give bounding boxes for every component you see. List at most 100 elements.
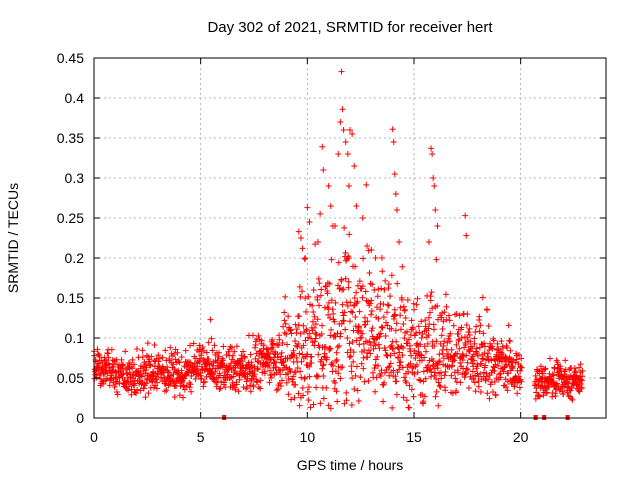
data-point <box>272 359 279 366</box>
data-point <box>252 344 259 351</box>
data-point <box>500 368 507 375</box>
data-point <box>236 376 243 383</box>
data-point <box>382 333 389 340</box>
data-point <box>328 297 335 304</box>
data-point <box>315 351 322 358</box>
data-point <box>447 330 454 337</box>
data-point <box>448 372 455 379</box>
data-point <box>200 379 207 386</box>
data-point <box>110 364 117 370</box>
data-point <box>481 350 488 357</box>
data-point <box>255 332 262 339</box>
data-point <box>473 350 480 357</box>
data-point <box>312 321 319 328</box>
data-point <box>425 332 432 339</box>
data-point <box>478 340 485 347</box>
data-point <box>481 340 488 347</box>
y-tick-label: 0.15 <box>57 290 84 306</box>
data-point <box>306 373 313 380</box>
data-point <box>382 347 389 354</box>
data-point <box>503 383 509 390</box>
data-point <box>454 350 461 357</box>
data-point <box>308 360 315 367</box>
data-point <box>341 309 348 316</box>
data-point <box>113 388 120 395</box>
data-point <box>489 345 496 352</box>
data-point <box>147 361 153 368</box>
data-point <box>536 393 543 400</box>
data-point <box>445 312 452 319</box>
data-point <box>362 321 369 328</box>
data-point <box>155 352 162 359</box>
data-point <box>334 398 341 405</box>
data-point <box>241 354 248 361</box>
data-point <box>293 326 300 333</box>
data-point <box>147 362 154 369</box>
data-point <box>511 383 518 390</box>
data-point <box>305 334 312 341</box>
data-point <box>376 345 383 352</box>
data-point <box>475 383 482 390</box>
data-point <box>542 365 549 372</box>
data-point <box>352 372 359 379</box>
data-point <box>425 314 432 321</box>
data-point <box>372 388 379 395</box>
data-point <box>104 349 111 356</box>
data-point <box>471 335 478 342</box>
data-point <box>499 358 505 365</box>
data-point <box>164 364 171 371</box>
data-point <box>417 341 424 348</box>
data-point <box>479 294 486 301</box>
data-point <box>178 367 185 374</box>
data-point <box>254 379 261 386</box>
data-point <box>403 379 410 386</box>
data-point <box>440 361 447 368</box>
data-point <box>414 340 421 347</box>
data-point <box>175 358 182 365</box>
data-point <box>285 391 292 398</box>
data-point <box>403 397 410 404</box>
data-point <box>320 167 327 173</box>
data-point <box>410 393 417 400</box>
y-tick-label: 0.1 <box>65 330 85 346</box>
data-point <box>364 354 371 361</box>
data-point <box>401 335 408 342</box>
data-point <box>327 345 334 352</box>
data-point <box>333 356 340 363</box>
data-point <box>276 336 283 343</box>
data-point <box>260 342 267 349</box>
data-point <box>223 351 230 358</box>
data-point <box>311 324 317 331</box>
data-point <box>340 286 347 293</box>
data-point <box>439 326 446 333</box>
data-point <box>176 359 183 366</box>
data-point <box>443 316 450 323</box>
data-point <box>355 329 362 336</box>
data-point <box>446 317 453 324</box>
data-point <box>420 368 427 375</box>
data-point <box>465 329 472 336</box>
data-point <box>348 368 355 375</box>
data-point <box>569 396 576 403</box>
data-point <box>299 288 305 295</box>
data-point <box>410 300 417 307</box>
data-point <box>255 384 262 391</box>
data-point <box>505 370 512 377</box>
data-point <box>552 392 559 399</box>
data-point <box>393 391 400 398</box>
data-point <box>491 368 498 375</box>
data-point <box>477 388 484 395</box>
data-point <box>396 239 403 245</box>
data-point <box>397 326 404 333</box>
data-point <box>176 392 183 399</box>
data-point <box>241 353 248 360</box>
data-point <box>268 375 275 382</box>
data-point <box>341 224 348 231</box>
data-point <box>151 341 158 348</box>
data-point <box>393 378 400 385</box>
data-point <box>92 371 99 378</box>
data-point <box>380 398 387 405</box>
data-point <box>433 388 440 395</box>
data-point <box>470 351 477 358</box>
data-point <box>553 380 560 387</box>
